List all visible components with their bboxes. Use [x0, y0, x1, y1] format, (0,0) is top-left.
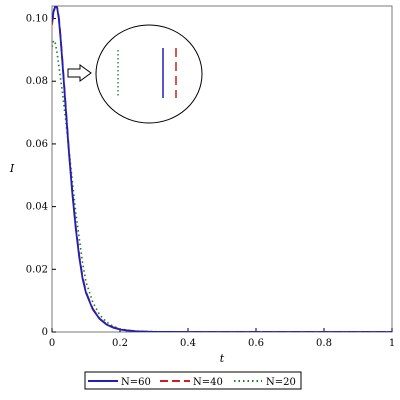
x-tick-label: 0.4	[180, 338, 196, 349]
series-line-n60	[52, 6, 392, 332]
legend-label-n60: N=60	[121, 377, 151, 388]
zoom-inset	[67, 24, 203, 124]
legend: N=60 N=40 N=20	[84, 371, 302, 390]
series-layer	[52, 6, 392, 332]
zoom-circle	[95, 24, 203, 124]
zoom-arrow-icon	[67, 64, 92, 82]
x-tick-label: 0.8	[316, 338, 332, 349]
y-tick-label: 0.06	[26, 139, 48, 150]
x-axis-label: t	[220, 352, 225, 365]
legend-label-n20: N=20	[266, 377, 296, 388]
x-tick-label: 0	[49, 338, 55, 349]
y-tick-label: 0.08	[26, 76, 48, 87]
x-tick-label: 1	[389, 338, 395, 349]
y-tick-label: 0.04	[26, 202, 48, 213]
y-axis: 0 0.02 0.04 0.06 0.08 0.10	[26, 14, 56, 338]
x-tick-label: 0.2	[112, 338, 128, 349]
y-axis-label: I	[9, 162, 15, 175]
y-tick-label: 0	[42, 327, 48, 338]
y-tick-label: 0.10	[26, 14, 48, 25]
x-tick-label: 0.6	[248, 338, 264, 349]
y-tick-label: 0.02	[26, 264, 48, 275]
legend-box	[84, 371, 302, 390]
legend-label-n40: N=40	[193, 377, 223, 388]
